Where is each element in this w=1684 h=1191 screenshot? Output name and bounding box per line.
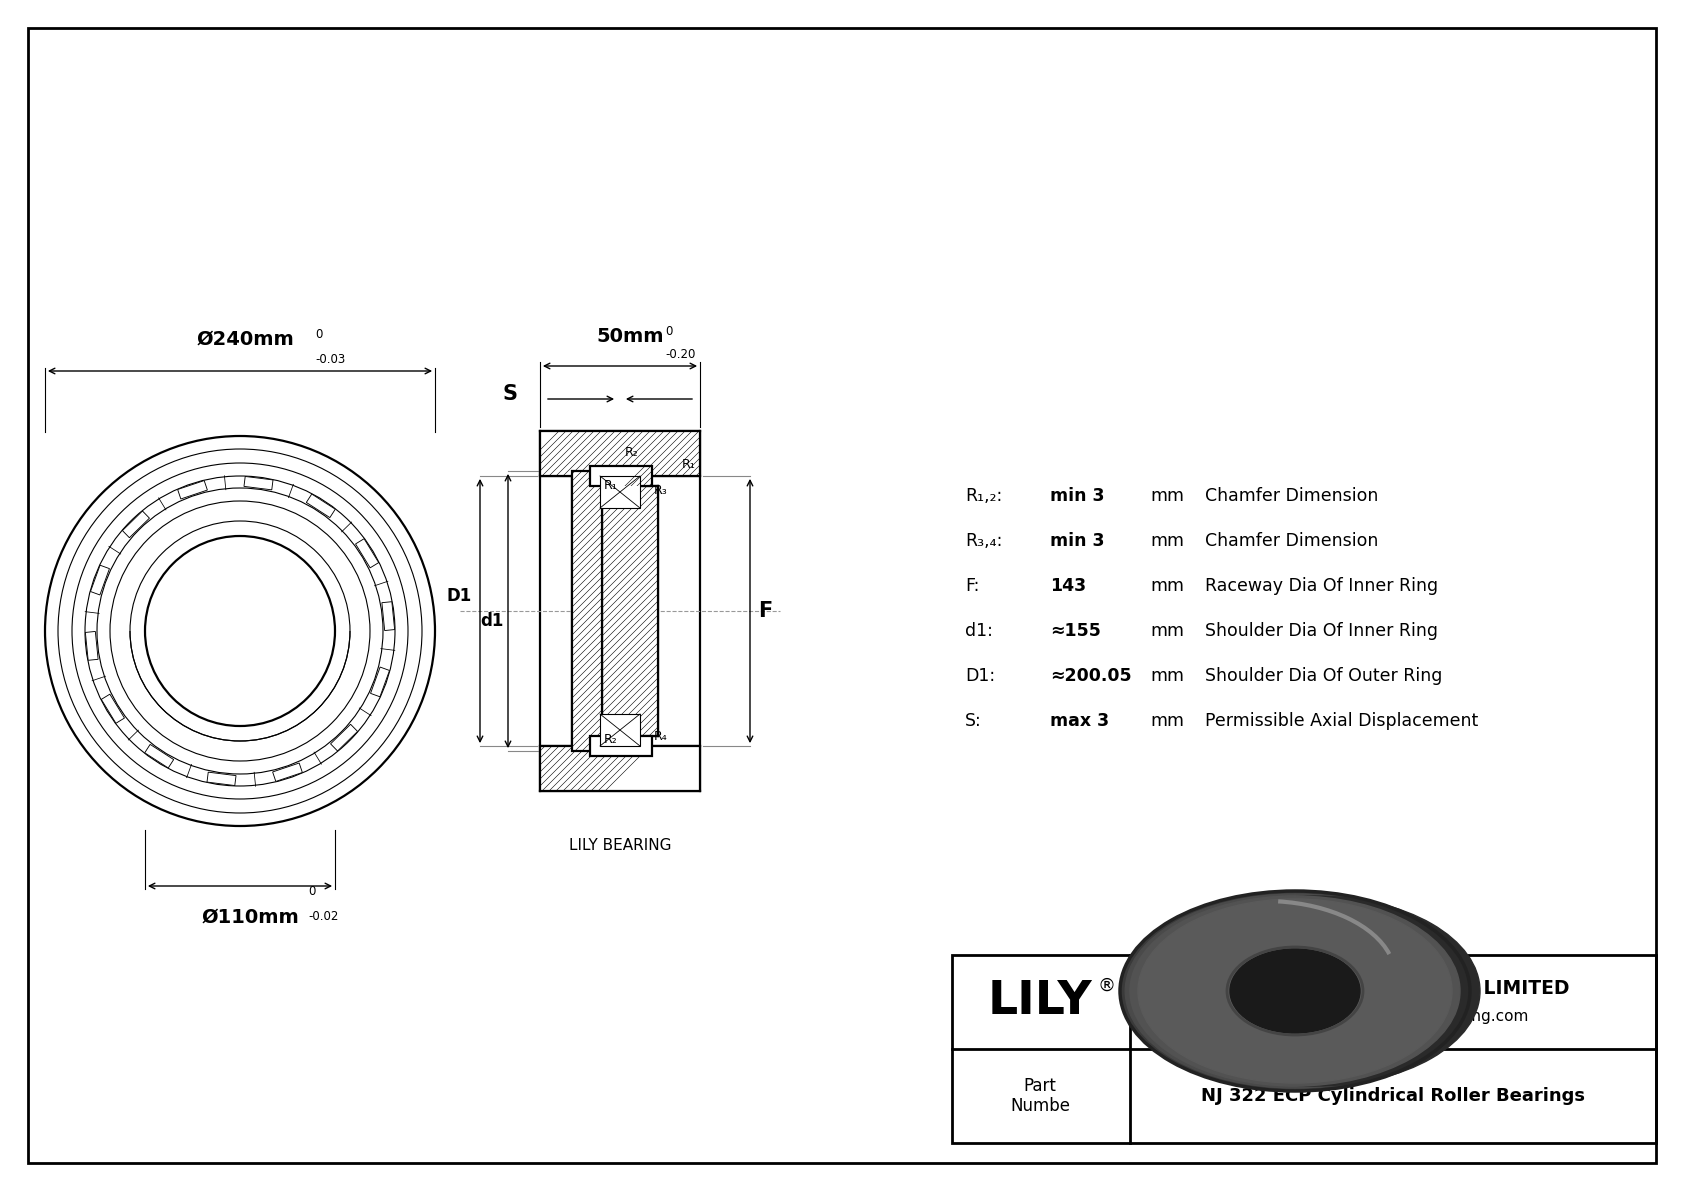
Text: Permissible Axial Displacement: Permissible Axial Displacement: [1206, 712, 1479, 730]
Ellipse shape: [1142, 903, 1448, 1079]
Text: ®: ®: [1098, 977, 1116, 994]
Text: Email: lilybearing@lily-bearing.com: Email: lilybearing@lily-bearing.com: [1258, 1009, 1529, 1023]
Text: LILY: LILY: [989, 979, 1093, 1024]
Text: -0.02: -0.02: [308, 910, 338, 923]
Ellipse shape: [1130, 896, 1460, 1086]
Text: R₂: R₂: [625, 445, 638, 459]
Text: Chamfer Dimension: Chamfer Dimension: [1206, 487, 1379, 505]
Text: mm: mm: [1150, 622, 1184, 640]
Text: R₁: R₁: [605, 479, 618, 492]
Text: d1: d1: [480, 612, 504, 630]
Bar: [244, 476, 273, 490]
Text: -0.03: -0.03: [315, 353, 345, 366]
Text: 143: 143: [1051, 576, 1086, 596]
Text: 0: 0: [315, 328, 322, 341]
PathPatch shape: [573, 470, 601, 752]
PathPatch shape: [589, 736, 652, 756]
Bar: [207, 772, 236, 786]
Text: R₄: R₄: [653, 730, 669, 743]
Text: ≈200.05: ≈200.05: [1051, 667, 1132, 685]
Bar: [177, 481, 207, 499]
Text: 50mm: 50mm: [596, 328, 663, 347]
Text: 0: 0: [665, 325, 672, 338]
Ellipse shape: [1138, 899, 1452, 1083]
PathPatch shape: [589, 466, 652, 486]
Text: F:: F:: [965, 576, 980, 596]
Text: d1:: d1:: [965, 622, 994, 640]
Ellipse shape: [1150, 896, 1480, 1086]
Ellipse shape: [1130, 897, 1460, 1085]
Text: min 3: min 3: [1051, 487, 1105, 505]
Text: Chamfer Dimension: Chamfer Dimension: [1206, 532, 1379, 550]
Bar: [273, 763, 303, 781]
Text: max 3: max 3: [1051, 712, 1110, 730]
Text: R₁,₂:: R₁,₂:: [965, 487, 1002, 505]
Text: mm: mm: [1150, 712, 1184, 730]
Text: LILY BEARING: LILY BEARING: [569, 838, 672, 854]
Bar: [600, 713, 640, 746]
Bar: [91, 566, 109, 596]
Text: S: S: [502, 384, 517, 404]
Text: mm: mm: [1150, 576, 1184, 596]
Text: F: F: [758, 601, 773, 621]
Text: Part
Numbe: Part Numbe: [1010, 1077, 1069, 1116]
Bar: [101, 694, 125, 723]
Text: min 3: min 3: [1051, 532, 1105, 550]
Bar: [370, 667, 389, 697]
PathPatch shape: [541, 431, 701, 476]
Ellipse shape: [1125, 894, 1465, 1089]
Text: D1:: D1:: [965, 667, 995, 685]
Text: R₃: R₃: [653, 484, 669, 497]
Text: mm: mm: [1150, 667, 1184, 685]
Text: Raceway Dia Of Inner Ring: Raceway Dia Of Inner Ring: [1206, 576, 1438, 596]
PathPatch shape: [541, 746, 701, 791]
Text: SHANGHAI LILY BEARING LIMITED: SHANGHAI LILY BEARING LIMITED: [1216, 979, 1569, 998]
Ellipse shape: [1120, 891, 1470, 1091]
Text: ≈155: ≈155: [1051, 622, 1101, 640]
Bar: [86, 631, 98, 660]
Bar: [951, 955, 1655, 1143]
Text: Shoulder Dia Of Outer Ring: Shoulder Dia Of Outer Ring: [1206, 667, 1443, 685]
Text: R₂: R₂: [605, 732, 618, 746]
Bar: [355, 538, 379, 568]
Bar: [600, 476, 640, 509]
Text: NJ 322 ECP Cylindrical Roller Bearings: NJ 322 ECP Cylindrical Roller Bearings: [1201, 1087, 1585, 1105]
Bar: [145, 744, 173, 768]
Bar: [123, 511, 150, 537]
Text: mm: mm: [1150, 532, 1184, 550]
Text: -0.20: -0.20: [665, 348, 695, 361]
Text: R₃,₄:: R₃,₄:: [965, 532, 1002, 550]
Text: mm: mm: [1150, 487, 1184, 505]
Text: Shoulder Dia Of Inner Ring: Shoulder Dia Of Inner Ring: [1206, 622, 1438, 640]
Text: Ø110mm: Ø110mm: [200, 908, 298, 927]
Text: 0: 0: [308, 885, 315, 898]
Text: D1: D1: [446, 587, 472, 605]
Text: S:: S:: [965, 712, 982, 730]
Bar: [306, 494, 335, 518]
PathPatch shape: [601, 486, 658, 736]
Ellipse shape: [1135, 900, 1455, 1081]
Text: Ø240mm: Ø240mm: [195, 330, 295, 349]
Bar: [382, 601, 394, 630]
Ellipse shape: [1229, 949, 1361, 1033]
Bar: [330, 724, 357, 752]
Text: R₁: R₁: [682, 459, 695, 470]
